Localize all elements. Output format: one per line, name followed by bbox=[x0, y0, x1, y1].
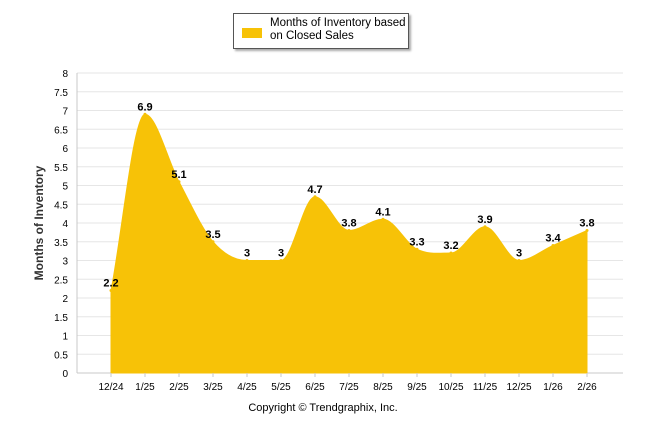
y-tick-label: 5.5 bbox=[54, 163, 68, 174]
y-tick-label: 4.5 bbox=[54, 200, 68, 211]
y-tick-label: 7.5 bbox=[54, 88, 68, 99]
y-tick-label: 8 bbox=[62, 69, 68, 80]
data-point bbox=[177, 180, 181, 184]
data-point bbox=[517, 259, 521, 262]
legend-label-line1: Months of Inventory based bbox=[270, 17, 406, 29]
data-point bbox=[449, 251, 453, 255]
data-point bbox=[585, 229, 589, 232]
y-tick-label: 6 bbox=[62, 144, 68, 155]
y-tick-label: 0 bbox=[62, 369, 68, 380]
legend-swatch bbox=[242, 28, 262, 38]
data-point bbox=[279, 259, 283, 262]
data-label: 3.9 bbox=[477, 214, 492, 226]
x-tick-label: 12/25 bbox=[506, 382, 531, 393]
area-series bbox=[110, 113, 588, 374]
data-point bbox=[551, 244, 555, 247]
legend: Months of Inventory based on Closed Sale… bbox=[233, 13, 409, 49]
data-label: 3.3 bbox=[409, 236, 424, 248]
x-tick-label: 10/25 bbox=[438, 382, 463, 393]
x-tick-label: 9/25 bbox=[407, 382, 427, 393]
copyright-text: Copyright © Trendgraphix, Inc. bbox=[248, 402, 398, 414]
y-tick-label: 2 bbox=[62, 294, 68, 305]
data-label: 2.2 bbox=[103, 278, 118, 290]
y-tick-label: 5 bbox=[62, 182, 68, 193]
data-label: 5.1 bbox=[171, 169, 186, 181]
data-label: 3 bbox=[278, 248, 284, 260]
x-tick-label: 11/25 bbox=[473, 382, 498, 393]
data-label: 3.8 bbox=[341, 218, 356, 230]
y-tick-label: 7 bbox=[62, 107, 68, 118]
x-tick-label: 7/25 bbox=[339, 382, 359, 393]
data-label: 3.5 bbox=[205, 229, 220, 241]
y-tick-label: 1.5 bbox=[54, 313, 68, 324]
x-tick-label: 1/26 bbox=[543, 382, 563, 393]
data-point bbox=[381, 217, 385, 221]
data-label: 4.7 bbox=[307, 184, 322, 196]
data-label: 3.4 bbox=[545, 233, 561, 245]
x-tick-label: 8/25 bbox=[373, 382, 393, 393]
data-label: 3.8 bbox=[579, 218, 594, 230]
x-tick-label: 12/24 bbox=[98, 382, 123, 393]
y-tick-label: 3.5 bbox=[54, 238, 68, 249]
data-point bbox=[415, 247, 419, 251]
legend-label-line2: on Closed Sales bbox=[270, 30, 354, 42]
data-point bbox=[109, 289, 113, 292]
data-label: 3 bbox=[516, 248, 522, 260]
legend-label: Months of Inventory based on Closed Sale… bbox=[270, 17, 410, 43]
data-point bbox=[143, 112, 147, 116]
data-label: 3.2 bbox=[443, 240, 458, 252]
x-tick-label: 6/25 bbox=[305, 382, 325, 393]
y-tick-label: 1 bbox=[62, 332, 68, 343]
y-tick-label: 0.5 bbox=[54, 350, 68, 361]
x-tick-label: 5/25 bbox=[271, 382, 291, 393]
data-label: 6.9 bbox=[137, 101, 152, 113]
data-point bbox=[245, 259, 249, 262]
y-tick-label: 6.5 bbox=[54, 125, 68, 136]
x-tick-label: 3/25 bbox=[203, 382, 223, 393]
x-tick-label: 2/26 bbox=[577, 382, 597, 393]
y-axis-title: Months of Inventory bbox=[32, 165, 46, 280]
x-tick-label: 1/25 bbox=[135, 382, 155, 393]
y-tick-label: 4 bbox=[62, 219, 68, 230]
data-label: 3 bbox=[244, 248, 250, 260]
data-point bbox=[347, 229, 351, 232]
data-point bbox=[211, 240, 215, 244]
x-tick-label: 2/25 bbox=[169, 382, 189, 393]
y-tick-label: 2.5 bbox=[54, 275, 68, 286]
y-tick-label: 3 bbox=[62, 257, 68, 268]
data-point bbox=[313, 195, 317, 199]
data-point bbox=[483, 225, 487, 229]
x-tick-label: 4/25 bbox=[237, 382, 257, 393]
data-label: 4.1 bbox=[375, 206, 390, 218]
